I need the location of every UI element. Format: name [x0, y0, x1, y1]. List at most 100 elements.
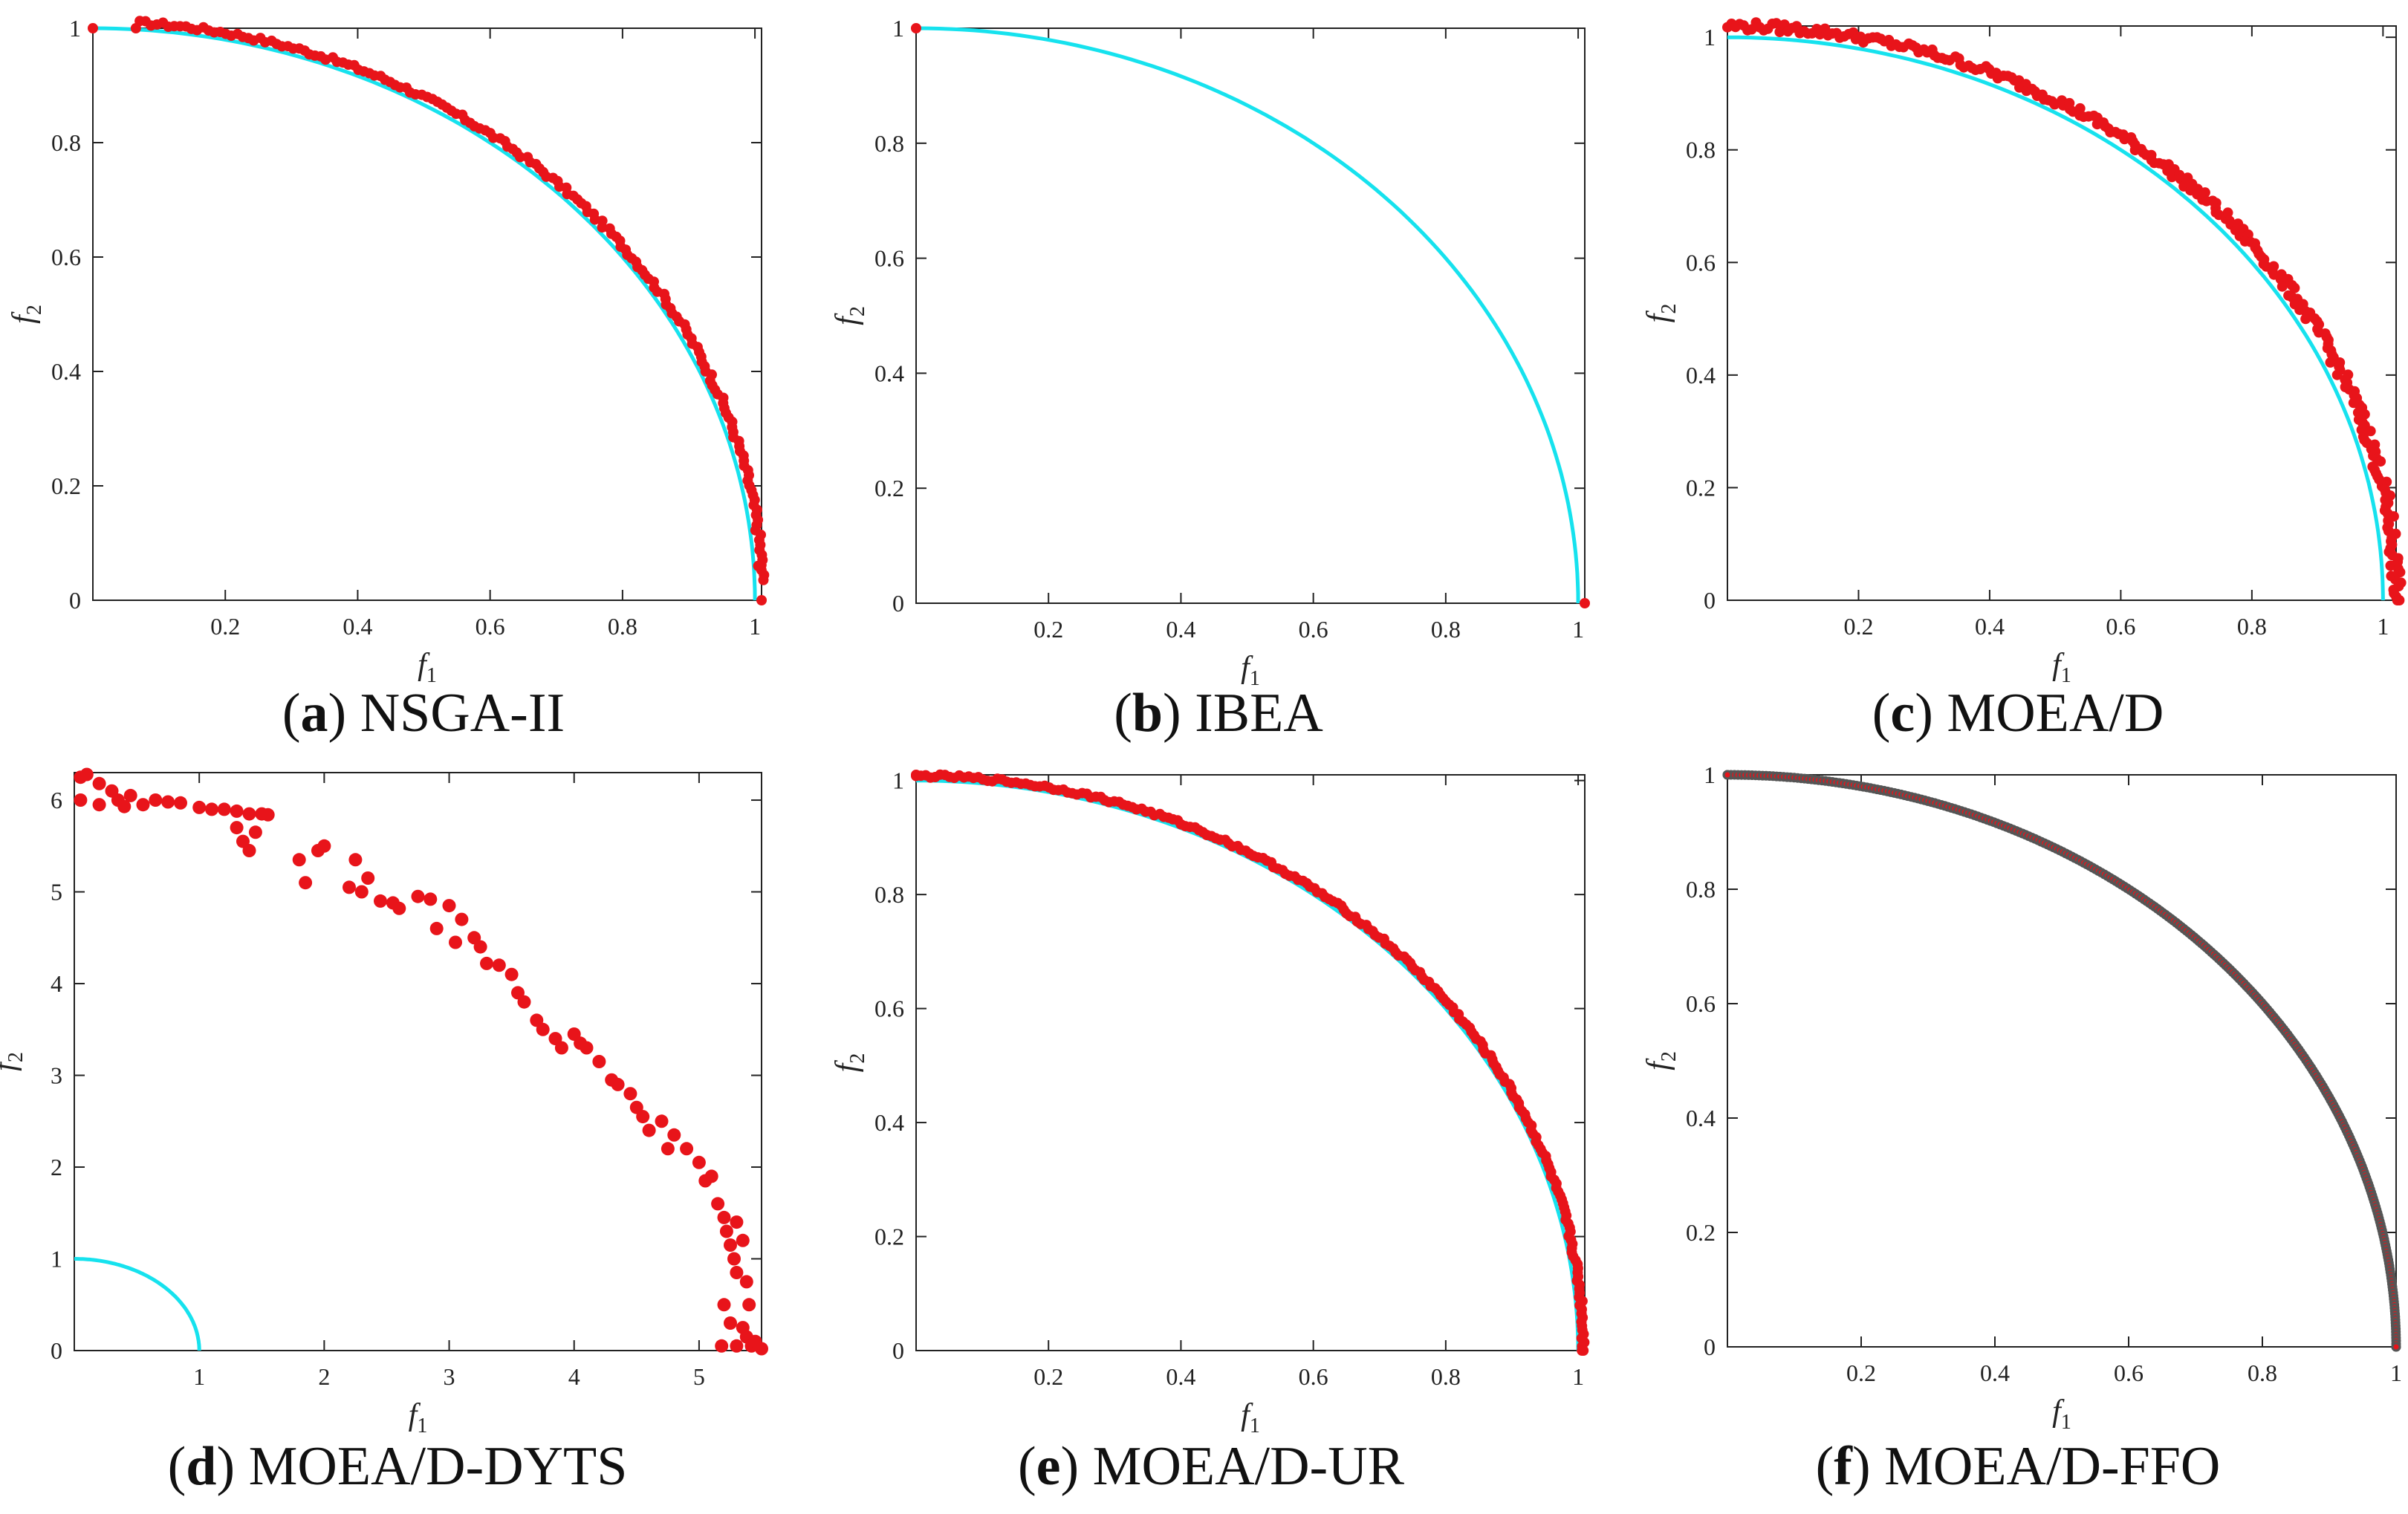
- solution-point: [736, 1321, 750, 1335]
- solution-point: [492, 958, 506, 972]
- solution-point: [704, 1169, 718, 1183]
- x-tick-label: 0.6: [1299, 616, 1328, 643]
- solution-point: [361, 871, 375, 885]
- solution-point: [592, 1055, 606, 1068]
- x-tick-label: 0.8: [2237, 613, 2267, 640]
- solution-point: [911, 770, 921, 782]
- solution-point: [2394, 595, 2405, 605]
- x-tick-label: 0.8: [1431, 616, 1461, 643]
- solution-point: [317, 839, 331, 853]
- solution-point: [192, 800, 207, 814]
- solution-point: [1771, 18, 1782, 29]
- y-tick-label: 1: [1704, 761, 1716, 788]
- solution-point: [515, 152, 525, 163]
- solution-point: [611, 1077, 625, 1091]
- x-tick-label: 0.4: [1166, 1363, 1195, 1390]
- y-tick-label: 0.2: [874, 475, 904, 501]
- y-tick-label: 0.2: [1686, 474, 1716, 501]
- y-axis-label: f2: [1641, 304, 1681, 323]
- y-tick-label: 0: [1704, 587, 1716, 614]
- panel-d: 1 2 3 4 5 0 1 2 3 4 5 6 f1 f2: [0, 767, 768, 1437]
- true-pareto-front: [74, 1257, 201, 1351]
- solution-point: [230, 804, 244, 818]
- solution-point: [480, 956, 493, 970]
- y-tick-label: 1: [892, 15, 904, 42]
- solution-point: [174, 796, 187, 810]
- caption-panel-f: (f) MOEA/D-FFO: [1815, 1436, 2221, 1497]
- solution-point: [755, 1342, 768, 1356]
- solution-point: [92, 798, 106, 812]
- solution-point: [299, 876, 313, 890]
- solution-point: [88, 23, 98, 33]
- y-axis-label: f2: [1641, 1051, 1681, 1070]
- y-tick-label: 0.4: [874, 360, 904, 386]
- true-pareto-front: [1727, 773, 2398, 1348]
- caption-panel-a: (a) NSGA-II: [282, 683, 565, 744]
- y-tick-label: 1: [69, 15, 81, 42]
- solution-point: [756, 595, 767, 605]
- panel-e: 0.2 0.4 0.6 0.8 1 0 0.2 0.4 0.6 0.8 1 f1 f2: [830, 767, 1590, 1437]
- solution-point: [680, 1142, 694, 1156]
- solution-point: [2325, 357, 2336, 368]
- y-tick-label: 1: [1704, 24, 1716, 51]
- y-tick-label: 0.4: [51, 358, 81, 385]
- y-tick-label: 1: [892, 767, 904, 794]
- solution-point: [1722, 770, 1733, 780]
- y-tick-label: 1: [51, 1246, 62, 1273]
- y-tick-label: 5: [51, 879, 62, 906]
- y-tick-label: 0: [892, 1337, 904, 1364]
- y-axis-label: f2: [830, 1053, 869, 1073]
- solution-point: [717, 1298, 731, 1312]
- axes-box: [92, 27, 762, 601]
- caption-panel-c: (c) MOEA/D: [1872, 683, 2164, 744]
- solution-point: [758, 574, 769, 585]
- y-tick-label: 0: [69, 587, 81, 614]
- x-tick-label: 0.8: [2248, 1359, 2277, 1386]
- solution-point: [261, 808, 275, 822]
- true-pareto-front: [1727, 35, 2385, 601]
- x-tick-label: 0.4: [343, 613, 372, 640]
- solution-point: [242, 807, 256, 821]
- solution-point: [623, 1087, 637, 1101]
- solution-point: [449, 935, 462, 949]
- y-tick-label: 0.4: [1686, 1105, 1716, 1131]
- y-tick-label: 0.6: [1686, 990, 1716, 1017]
- solution-point: [580, 1041, 594, 1055]
- solution-point: [136, 798, 150, 812]
- y-tick-label: 0.6: [874, 995, 904, 1022]
- y-tick-label: 0.6: [1686, 249, 1716, 276]
- y-tick-label: 0.2: [1686, 1219, 1716, 1246]
- solution-point: [2391, 1342, 2401, 1352]
- solution-point: [242, 844, 256, 857]
- solution-point: [753, 560, 764, 571]
- y-tick-label: 6: [51, 787, 62, 813]
- x-tick-label: 0.2: [1843, 613, 1873, 640]
- x-axis-label: f1: [409, 1398, 428, 1437]
- true-pareto-front: [915, 779, 1580, 1351]
- y-tick-label: 2: [51, 1154, 62, 1180]
- x-tick-label: 1: [749, 613, 761, 640]
- solution-point: [727, 1252, 741, 1266]
- solution-point: [504, 967, 519, 981]
- y-tick-label: 3: [51, 1062, 62, 1089]
- x-tick-label: 0.4: [1975, 613, 2005, 640]
- x-tick-label: 2: [318, 1363, 330, 1390]
- solution-point: [667, 1128, 681, 1142]
- true-pareto-front: [915, 26, 1580, 604]
- solution-point: [354, 885, 369, 899]
- solution-point: [711, 1197, 725, 1211]
- solution-point: [661, 1142, 675, 1156]
- solution-point: [742, 1298, 756, 1312]
- caption-panel-d: (d) MOEA/D-DYTS: [167, 1436, 628, 1497]
- solution-point: [392, 901, 406, 915]
- y-tick-label: 0.4: [1686, 362, 1716, 389]
- solution-point: [2289, 282, 2300, 293]
- y-tick-label: 4: [51, 970, 62, 997]
- solution-point: [1774, 27, 1785, 37]
- caption-panel-e: (e) MOEA/D-UR: [1018, 1436, 1404, 1497]
- solution-point: [730, 1215, 744, 1229]
- y-tick-label: 0.2: [51, 472, 81, 499]
- solution-point: [1728, 21, 1739, 31]
- x-tick-label: 0.8: [608, 613, 637, 640]
